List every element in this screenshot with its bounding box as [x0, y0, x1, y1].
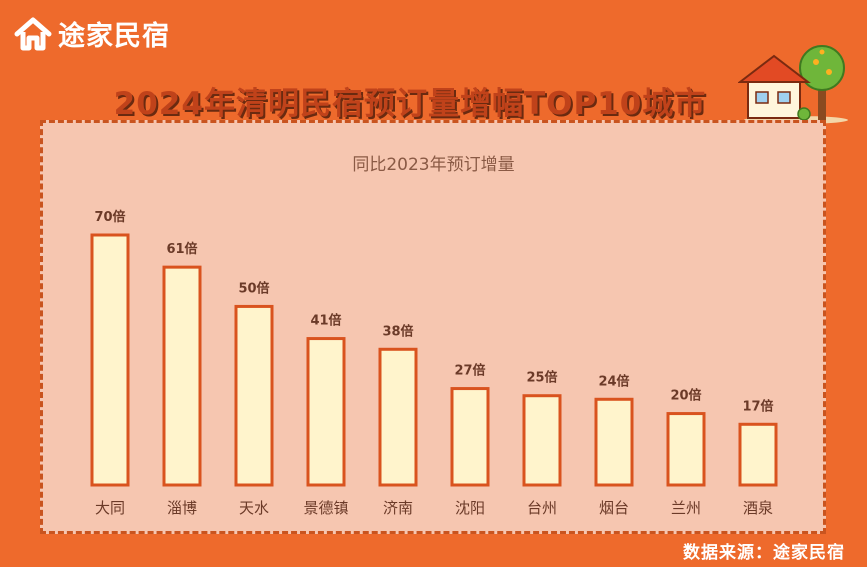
value-label: 24倍: [598, 373, 629, 389]
category-label: 天水: [239, 499, 269, 517]
value-label: 20倍: [670, 388, 701, 404]
value-label: 61倍: [166, 241, 197, 257]
bar-济南: [378, 347, 418, 487]
bar-酒泉: [738, 422, 778, 487]
category-label: 景德镇: [303, 499, 348, 517]
data-source: 数据来源：途家民宿: [683, 543, 845, 563]
value-label: 25倍: [526, 370, 557, 386]
brand-logo: 途家民宿: [14, 14, 170, 53]
category-label: 大同: [95, 499, 125, 517]
bar-台州: [522, 394, 562, 487]
bar-大同: [90, 233, 130, 487]
category-label: 济南: [383, 499, 413, 517]
bar-淄博: [162, 265, 202, 487]
bar-景德镇: [306, 337, 346, 487]
category-label: 烟台: [599, 499, 629, 517]
category-label: 台州: [527, 499, 557, 517]
value-label: 27倍: [454, 363, 485, 379]
bar-兰州: [666, 412, 706, 487]
bar-天水: [234, 304, 274, 487]
value-label: 38倍: [382, 323, 413, 339]
value-label: 17倍: [742, 398, 773, 414]
value-label: 41倍: [310, 313, 341, 329]
category-label: 兰州: [671, 499, 701, 517]
value-label: 70倍: [94, 209, 125, 225]
category-label: 淄博: [167, 499, 197, 517]
house-illustration-icon: [738, 45, 848, 124]
category-label: 沈阳: [455, 499, 485, 517]
value-label: 50倍: [238, 280, 269, 296]
category-label: 酒泉: [743, 499, 773, 517]
bar-烟台: [594, 397, 634, 487]
page-title: 2024年清明民宿预订量增幅TOP10城市: [113, 86, 707, 122]
chart-subtitle: 同比2023年预订增量: [352, 155, 515, 175]
house-logo-icon: [14, 17, 52, 50]
bar-沈阳: [450, 387, 490, 487]
brand-name: 途家民宿: [58, 21, 170, 52]
